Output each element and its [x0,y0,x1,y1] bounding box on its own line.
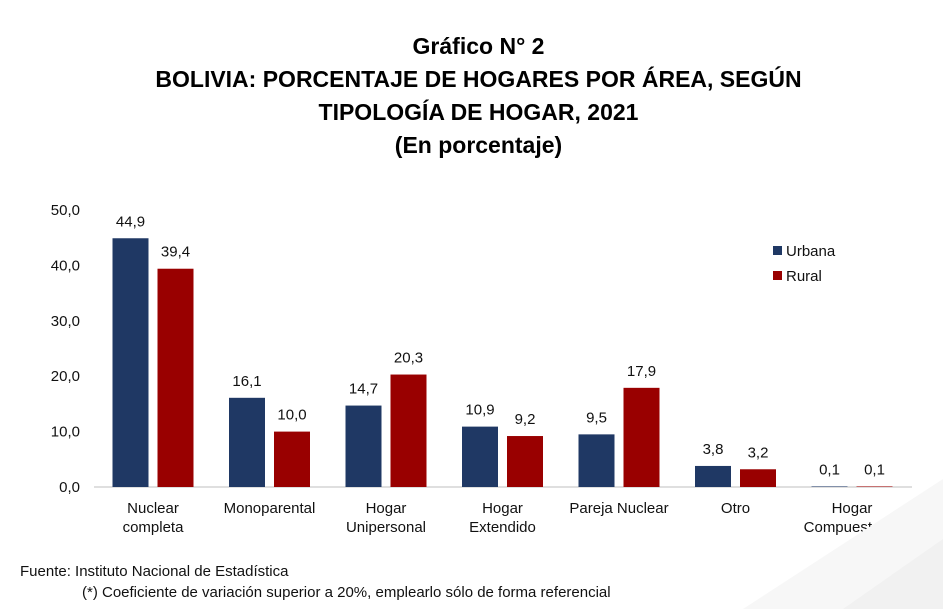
bar-rural [157,268,194,487]
category-label: Extendido [469,519,536,536]
y-tick-label: 40,0 [51,257,80,274]
chart-notes: Fuente: Instituto Nacional de Estadístic… [20,561,611,603]
data-label-rural: 17,9 [627,363,656,380]
bar-rural [274,431,310,487]
category-label: Hogar [366,500,407,517]
bar-rural [740,469,776,487]
source-note: Fuente: Instituto Nacional de Estadístic… [20,563,289,580]
legend-label-urbana: Urbana [786,243,836,260]
bar-urbana [811,486,848,487]
y-tick-label: 20,0 [51,368,80,385]
chart-number: Gráfico N° 2 [412,33,545,59]
category-label: Nuclear [127,500,179,517]
legend-swatch-urbana [773,246,782,255]
bar-urbana [345,405,382,487]
y-tick-label: 30,0 [51,313,80,330]
data-label-rural: 39,4 [161,244,190,261]
data-label-rural: 3,2 [748,444,769,461]
category-label: Monoparental [224,500,316,517]
data-label-urbana: 10,9 [465,402,494,419]
data-label-urbana: 0,1 [819,461,840,478]
bar-rural [623,387,660,487]
bar-urbana [462,426,498,487]
bar-rural [390,374,427,487]
data-label-urbana: 14,7 [349,381,378,398]
y-tick-label: 10,0 [51,424,80,441]
data-label-urbana: 44,9 [116,213,145,230]
bar-chart: 0,0 10,0 20,0 30,0 40,0 50,0 44,9 16,1 14,7 10,9… [51,202,912,536]
category-label: Pareja Nuclear [569,500,668,517]
data-label-rural: 0,1 [864,461,885,478]
legend-label-rural: Rural [786,268,822,285]
footnote: (*) Coeficiente de variación superior a … [82,584,611,601]
data-label-rural: 10,0 [277,407,306,424]
data-label-rural: 9,2 [515,411,536,428]
bar-rural [856,486,893,487]
y-tick-label: 0,0 [59,479,80,496]
chart-title-line1: BOLIVIA: PORCENTAJE DE HOGARES POR ÁREA,… [155,66,802,92]
data-label-urbana: 16,1 [232,373,261,390]
bar-urbana [695,465,731,487]
chart-title-line2: TIPOLOGÍA DE HOGAR, 2021 [318,99,639,125]
category-label: Compuesto (*) [804,519,901,536]
category-label: Hogar [832,500,873,517]
legend-swatch-rural [773,271,782,280]
category-label: Unipersonal [346,519,426,536]
bar-urbana [229,397,265,487]
bar-rural [507,436,543,487]
chart-subtitle: (En porcentaje) [394,132,563,158]
data-label-rural: 20,3 [394,350,423,367]
chart-data-labels: 44,9 16,1 14,7 10,9 9,5 3,8 0,1 39,4 10,0 20,3 9,2… [116,213,885,478]
data-label-urbana: 9,5 [586,409,607,426]
category-label: Hogar [482,500,523,517]
chart-legend: Urbana Rural [773,243,836,285]
category-label: completa [123,519,185,536]
bar-urbana [578,434,615,487]
bar-urbana [112,238,149,487]
data-label-urbana: 3,8 [703,441,724,458]
category-label: Otro [721,500,750,517]
y-tick-label: 50,0 [51,202,80,219]
chart-titles: Gráfico N° 2 BOLIVIA: PORCENTAJE DE HOGA… [0,30,943,162]
chart-category-labels: Nuclear completa Monoparental Hogar Uniperso… [123,500,901,536]
chart-bars [112,238,893,487]
